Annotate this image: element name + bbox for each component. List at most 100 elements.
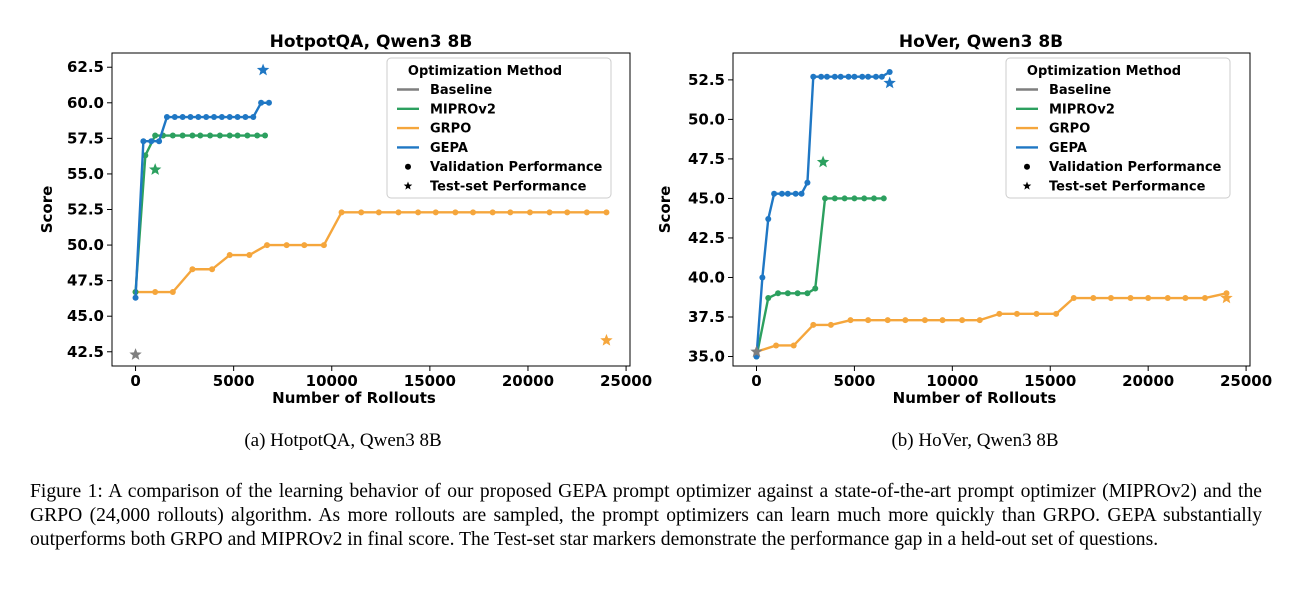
validation-point <box>179 114 186 121</box>
validation-point <box>1033 310 1040 317</box>
validation-point <box>234 132 241 139</box>
validation-point <box>187 114 194 121</box>
x-tick-label: 15000 <box>1024 372 1076 390</box>
y-tick-label: 50.0 <box>67 236 104 254</box>
legend: Optimization Method Baseline MIPROv2 GRPO GE… <box>1005 57 1231 199</box>
series-line <box>755 197 884 357</box>
legend-dot <box>405 163 411 170</box>
validation-point <box>564 209 571 216</box>
validation-point <box>207 132 214 139</box>
validation-point <box>847 317 854 324</box>
validation-point <box>415 209 422 216</box>
validation-point <box>583 209 590 216</box>
validation-point <box>959 317 966 324</box>
validation-point <box>1070 295 1077 302</box>
validation-point <box>258 99 265 106</box>
validation-point <box>837 73 844 80</box>
plot-frame <box>732 52 1251 367</box>
validation-point <box>265 99 272 106</box>
validation-point <box>603 209 610 216</box>
validation-point <box>827 321 834 328</box>
validation-point <box>156 138 163 145</box>
y-tick-label: 60.0 <box>67 94 104 112</box>
legend-entry: GEPA <box>430 141 468 156</box>
validation-point <box>375 209 382 216</box>
validation-point <box>546 209 553 216</box>
validation-point <box>171 114 178 121</box>
series-line <box>135 211 607 294</box>
legend-title: Optimization Method <box>1027 64 1181 79</box>
y-tick-label: 62.5 <box>67 58 104 76</box>
validation-point <box>432 209 439 216</box>
legend-entry: Validation Performance <box>1049 160 1222 175</box>
validation-point <box>818 73 825 80</box>
validation-point <box>163 114 170 121</box>
validation-point <box>152 132 159 139</box>
validation-point <box>526 209 533 216</box>
validation-point <box>152 289 159 296</box>
legend-star <box>403 181 413 190</box>
validation-point <box>771 190 778 197</box>
validation-point <box>939 317 946 324</box>
y-tick-label: 45.0 <box>688 189 725 207</box>
validation-point <box>262 132 269 139</box>
validation-point <box>195 114 202 121</box>
validation-point <box>301 242 308 249</box>
x-tick-label: 20000 <box>502 372 554 390</box>
y-tick-label: 52.5 <box>688 71 725 89</box>
validation-point <box>452 209 459 216</box>
x-tick-label: 10000 <box>306 372 358 390</box>
validation-point <box>765 215 772 222</box>
test-star-gepa <box>256 63 270 76</box>
validation-point <box>778 190 785 197</box>
validation-point <box>169 132 176 139</box>
x-tick-label: 25000 <box>1220 372 1272 390</box>
validation-point <box>1182 295 1189 302</box>
validation-point <box>189 132 196 139</box>
validation-point <box>865 73 872 80</box>
y-tick-label: 55.0 <box>67 165 104 183</box>
validation-point <box>1013 310 1020 317</box>
validation-point <box>798 190 805 197</box>
x-tick-label: 15000 <box>404 372 456 390</box>
validation-point <box>203 114 210 121</box>
y-tick-label: 50.0 <box>688 110 725 128</box>
validation-point <box>264 242 271 249</box>
legend: Optimization Method Baseline MIPROv2 GRPO GE… <box>386 57 612 199</box>
validation-point <box>254 132 261 139</box>
legend-entry: MIPROv2 <box>430 102 496 117</box>
validation-point <box>775 290 782 297</box>
validation-point <box>784 190 791 197</box>
x-tick-label: 10000 <box>926 372 978 390</box>
series-gepa <box>753 68 893 360</box>
validation-point <box>470 209 477 216</box>
series-miprov2 <box>753 195 887 360</box>
chart-1: HotpotQA, Qwen3 8B 0 5000 10000 15000 20000 25… <box>38 32 652 407</box>
validation-point <box>216 132 223 139</box>
legend-entry: GRPO <box>430 122 471 137</box>
validation-point <box>246 252 253 259</box>
validation-point <box>1164 295 1171 302</box>
validation-point <box>395 209 402 216</box>
subcaption-1: (a) HotpotQA, Qwen3 8B <box>244 430 441 451</box>
validation-point <box>489 209 496 216</box>
validation-point <box>197 132 204 139</box>
validation-point <box>1090 295 1097 302</box>
validation-point <box>358 209 365 216</box>
x-tick-label: 5000 <box>834 372 876 390</box>
x-tick-label: 20000 <box>1122 372 1174 390</box>
y-tick-label: 45.0 <box>67 307 104 325</box>
validation-point <box>226 114 233 121</box>
validation-point <box>886 68 893 75</box>
validation-point <box>1053 310 1060 317</box>
legend-entry: GEPA <box>1049 141 1087 156</box>
series-miprov2 <box>132 132 269 296</box>
legend-entry: GRPO <box>1049 122 1090 137</box>
validation-point <box>226 132 233 139</box>
validation-point <box>338 209 345 216</box>
x-axis-label: Number of Rollouts <box>272 389 436 407</box>
validation-point <box>902 317 909 324</box>
figure-caption: Figure 1: A comparison of the learning b… <box>30 481 1262 550</box>
validation-point <box>872 73 879 80</box>
validation-point <box>773 342 780 349</box>
